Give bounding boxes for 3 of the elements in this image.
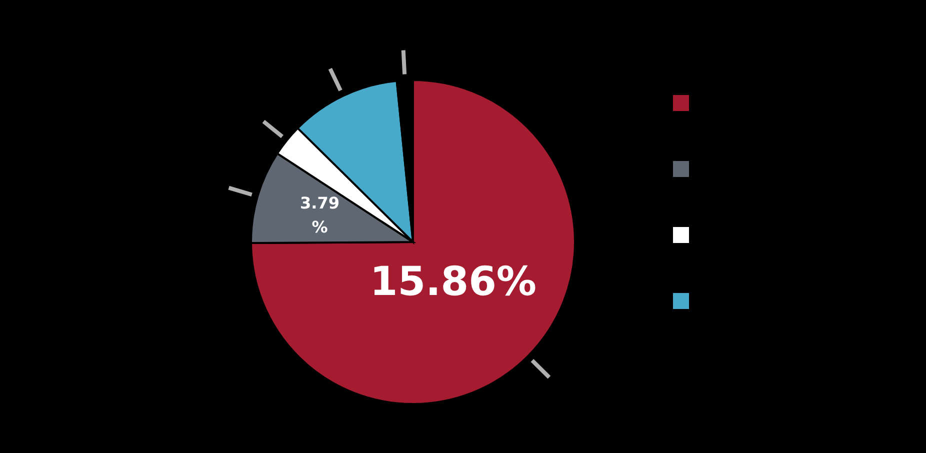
text: 3.79 %: [300, 193, 340, 236]
pie-slice: [250, 79, 576, 405]
text: 15.86%: [370, 258, 537, 305]
